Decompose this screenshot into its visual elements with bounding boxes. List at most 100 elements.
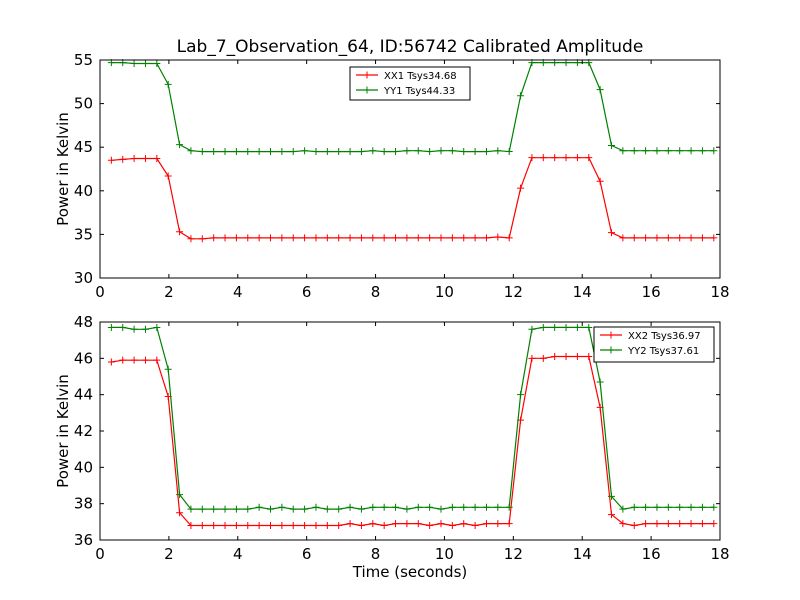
panel2-series-2-point (448, 503, 456, 511)
panel1-series-1-point (210, 234, 218, 242)
panel1-series-2-point (437, 147, 445, 155)
panel2-series-1-point (539, 354, 547, 362)
panel1-legend-label: XX1 Tsys34.68 (384, 71, 457, 82)
panel1-series-1-point (221, 234, 229, 242)
panel1-series-1-point (494, 233, 502, 241)
panel1-legend-swatch-marker (363, 71, 371, 79)
panel2-series-2-point (414, 503, 422, 511)
panel1-series-1-point (437, 234, 445, 242)
panel2-series-2-point (403, 505, 411, 513)
panel1-series-1-point (323, 234, 331, 242)
panel1-series-1-point (267, 234, 274, 242)
panel2-series-2-point (380, 503, 388, 511)
panel2-series-2-point (551, 323, 559, 331)
panel1-series-1-point (141, 155, 149, 163)
panel1-y-tick-label: 40 (74, 182, 93, 200)
panel2-x-tick-label: 0 (95, 545, 105, 563)
panel2-x-tick-label: 16 (642, 545, 661, 563)
panel1-series-1-point (414, 234, 422, 242)
panel2-legend-label: YY2 Tsys37.61 (627, 346, 699, 357)
panel2-series-2-point (426, 503, 434, 511)
panel2-series-2-point (335, 505, 343, 513)
panel1-series-1-point (448, 234, 456, 242)
panel2-series-1-point (426, 521, 434, 529)
panel1-legend-label: YY1 Tsys44.33 (383, 86, 455, 97)
panel2-series-1-point (664, 520, 672, 528)
panel2-y-tick-label: 40 (74, 458, 93, 476)
panel2-series-1-point (710, 520, 718, 528)
panel2-series-2-point (653, 503, 661, 511)
panel1-x-tick-label: 14 (573, 283, 592, 301)
panel2-y-tick-label: 44 (74, 386, 93, 404)
panel2-series-1-point (244, 521, 252, 529)
panel2-series-2-point (505, 503, 513, 511)
panel2-series-2-point (244, 505, 252, 513)
panel1-series-1-point (608, 229, 615, 237)
panel1-series-1-point (176, 228, 184, 236)
panel2-series-1-point (335, 521, 343, 529)
panel2-y-tick-label: 48 (74, 313, 93, 331)
panel1-series-2-point (653, 147, 661, 155)
panel1-series-1-point (528, 154, 536, 162)
panel2-series-1-point (573, 353, 581, 361)
panel1-series-1-point (369, 234, 377, 242)
panel1-series-1-point (619, 234, 627, 242)
panel2-series-1-point (482, 520, 490, 528)
panel2-series-1-point (380, 521, 388, 529)
panel2-series-1-point (187, 521, 195, 529)
panel2-series-2-point (210, 505, 218, 513)
panel2-series-2-point (255, 503, 263, 511)
panel2-series-1-point (323, 521, 331, 529)
panel1-y-tick-label: 55 (74, 51, 93, 69)
panel2-y-tick-label: 42 (74, 422, 93, 440)
panel2-y-axis-label: Power in Kelvin (54, 374, 72, 488)
panel1-series-2-point (460, 148, 468, 156)
panel1-series-1-point (164, 172, 172, 180)
panel2-series-1-point (551, 353, 559, 361)
panel1-series-1-point (687, 234, 695, 242)
panel2-series-1-point (255, 521, 263, 529)
panel1-series-2-point (130, 59, 138, 67)
panel2-y-tick-label: 36 (74, 531, 93, 549)
panel1-series-2-point (289, 148, 297, 156)
panel2-series-1-point (698, 520, 706, 528)
panel1-series-2-point (369, 147, 377, 155)
panel1-series-2-point (255, 148, 263, 156)
panel2-series-1-point (119, 356, 127, 364)
panel2-series-2-point (573, 323, 581, 331)
panel2-series-2-point (698, 503, 706, 511)
panel1-series-1-point (505, 234, 513, 242)
panel2-series-2-point (710, 503, 718, 511)
panel1-series-2-point (630, 147, 638, 155)
panel2-series-2-point (323, 505, 331, 513)
panel2-series-1-point (153, 356, 161, 364)
panel2-series-1-point (403, 520, 411, 528)
panel2-series-1-point (460, 520, 468, 528)
panel1-x-tick-label: 4 (233, 283, 243, 301)
panel1-series-2-point (448, 147, 456, 155)
panel1-series-2-point (698, 147, 706, 155)
panel1-series-2-point (596, 86, 604, 94)
panel1-series-2-point (198, 148, 206, 156)
panel1-series-2-point (278, 148, 286, 156)
panel1-series-2-point (687, 147, 695, 155)
panel2-series-1-point (448, 521, 456, 529)
panel1-y-axis-label: Power in Kelvin (54, 112, 72, 226)
panel1-series-1-point (403, 234, 411, 242)
panel1-series-1-point (426, 234, 434, 242)
panel2-series-2-point (619, 505, 627, 513)
panel1-series-2-point (210, 148, 218, 156)
panel2-series-1-point (130, 356, 138, 364)
panel1-series-1-point (244, 234, 252, 242)
panel1-series-1-point (630, 234, 638, 242)
panel1-y-tick-label: 30 (74, 269, 93, 287)
panel1-series-2-point (494, 147, 502, 155)
panel2-series-1-point (232, 521, 240, 529)
panel2-series-2-point (539, 323, 547, 331)
panel2-series-1-point (653, 520, 661, 528)
panel1-series-2-point (426, 148, 434, 156)
panel1-series-2-point (301, 147, 309, 155)
panel1-y-tick-label: 35 (74, 225, 93, 243)
panel1-x-tick-label: 6 (302, 283, 312, 301)
